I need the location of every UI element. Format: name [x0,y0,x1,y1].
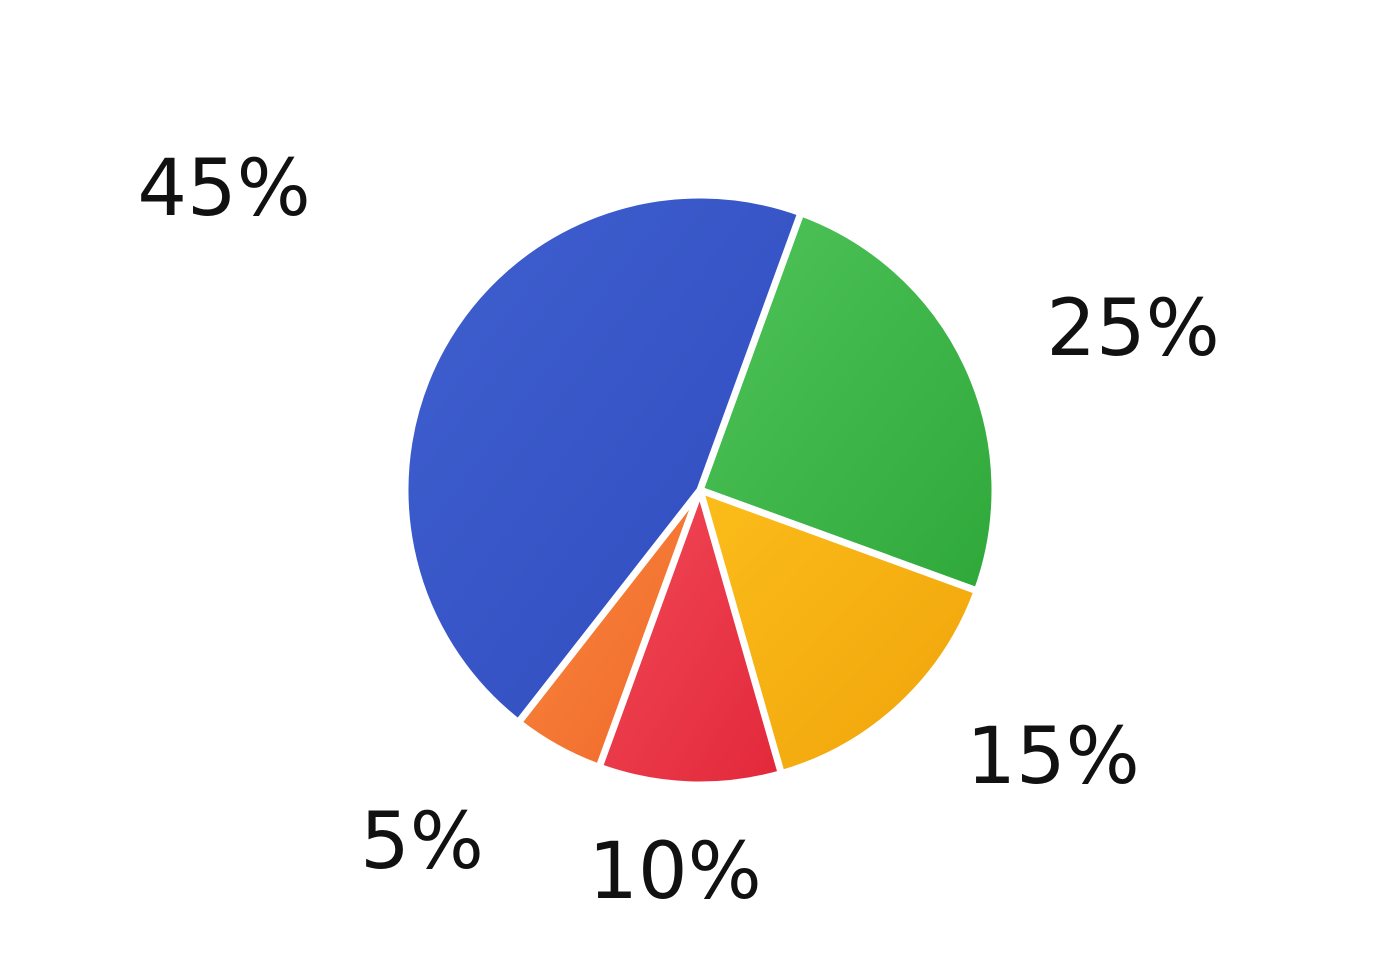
data-labels: 25% 15% 10% 5% 45% [137,144,1219,917]
pie-slices [401,191,999,789]
data-label-25: 25% [1046,284,1219,374]
data-label-10: 10% [588,827,761,917]
data-label-45: 45% [137,144,310,234]
pie-slice-25 [696,209,999,595]
pie-slice-15 [696,486,981,778]
pie-slice-45 [401,191,805,726]
pie-slice-10 [595,486,785,789]
data-label-5: 5% [360,797,484,887]
data-label-15: 15% [966,712,1139,802]
